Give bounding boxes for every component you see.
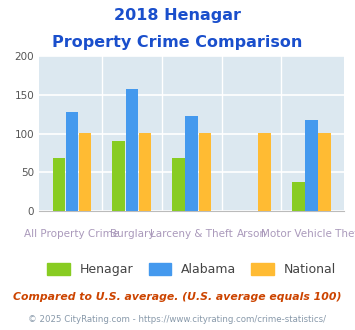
Text: Burglary: Burglary: [110, 229, 154, 239]
Text: Larceny & Theft: Larceny & Theft: [150, 229, 233, 239]
Text: Property Crime Comparison: Property Crime Comparison: [52, 35, 303, 50]
Text: © 2025 CityRating.com - https://www.cityrating.com/crime-statistics/: © 2025 CityRating.com - https://www.city…: [28, 315, 327, 324]
Bar: [126, 89, 138, 211]
Bar: [53, 158, 65, 211]
Bar: [305, 120, 318, 211]
Text: Arson: Arson: [236, 229, 267, 239]
Legend: Henagar, Alabama, National: Henagar, Alabama, National: [47, 263, 336, 276]
Bar: [113, 141, 125, 211]
Bar: [258, 133, 271, 211]
Text: All Property Crime: All Property Crime: [24, 229, 120, 239]
Text: Compared to U.S. average. (U.S. average equals 100): Compared to U.S. average. (U.S. average …: [13, 292, 342, 302]
Bar: [185, 116, 198, 211]
Bar: [66, 112, 78, 211]
Bar: [139, 133, 151, 211]
Bar: [172, 158, 185, 211]
Text: 2018 Henagar: 2018 Henagar: [114, 8, 241, 23]
Bar: [79, 133, 91, 211]
Bar: [292, 182, 305, 211]
Text: Motor Vehicle Theft: Motor Vehicle Theft: [261, 229, 355, 239]
Bar: [198, 133, 211, 211]
Bar: [318, 133, 331, 211]
